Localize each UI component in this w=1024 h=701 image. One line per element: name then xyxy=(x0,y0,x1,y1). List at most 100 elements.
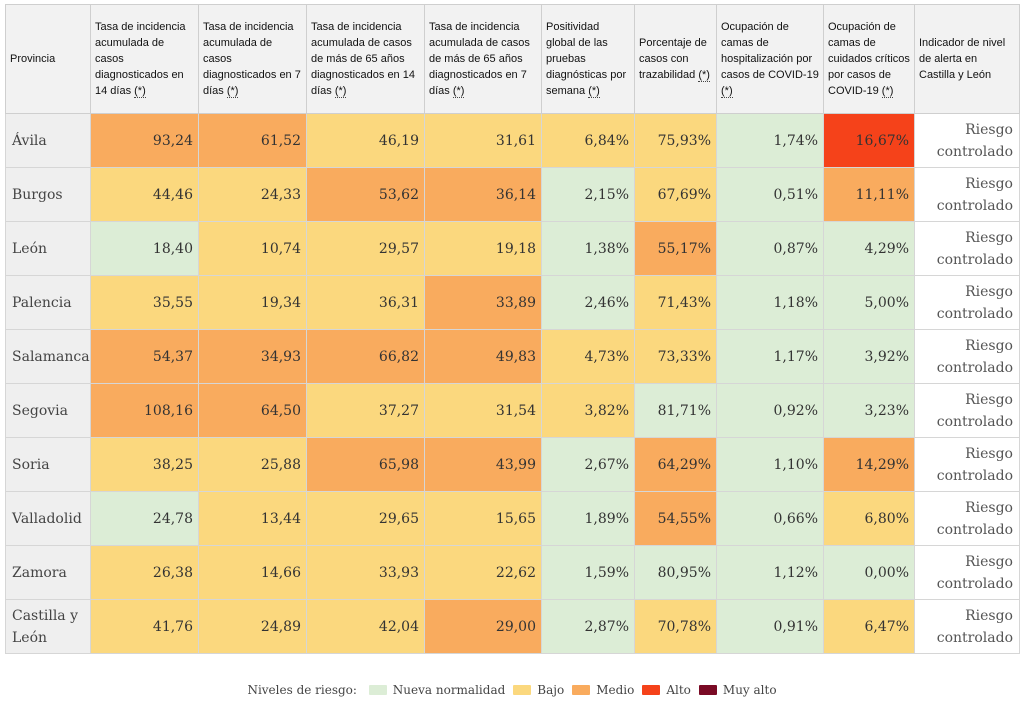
indicator-value-cell: 4,73% xyxy=(541,329,635,384)
column-header-label: Positividad global de las pruebas diagnó… xyxy=(546,21,627,97)
indicator-value-cell: 53,62 xyxy=(306,167,425,222)
table-row: Palencia 35,55 19,34 36,31 33,89 2,46% 71,43% 1… xyxy=(5,275,1020,330)
province-name-cell: Zamora xyxy=(5,545,91,600)
indicator-value-cell: 65,98 xyxy=(306,437,425,492)
column-header: Porcentaje de casos con trazabilidad (*) xyxy=(634,4,717,114)
indicator-value-cell: 3,82% xyxy=(541,383,635,438)
alert-level-cell: Riesgo controlado xyxy=(914,383,1020,438)
indicator-value-cell: 1,59% xyxy=(541,545,635,600)
footnote-reference-link[interactable]: (*) xyxy=(226,85,239,98)
indicator-value-cell: 37,27 xyxy=(306,383,425,438)
indicator-value-cell: 38,25 xyxy=(90,437,199,492)
footnote-reference-link[interactable]: (*) xyxy=(698,69,710,82)
alert-level-cell: Riesgo controlado xyxy=(914,113,1020,168)
legend-label: Alto xyxy=(666,683,691,697)
alert-level-cell: Riesgo controlado xyxy=(914,275,1020,330)
alert-level-cell: Riesgo controlado xyxy=(914,599,1020,654)
indicator-value-cell: 18,40 xyxy=(90,221,199,276)
legend-swatch xyxy=(572,685,591,695)
indicator-value-cell: 0,87% xyxy=(716,221,824,276)
indicator-value-cell: 6,84% xyxy=(541,113,635,168)
indicator-value-cell: 2,46% xyxy=(541,275,635,330)
legend-swatch xyxy=(513,685,532,695)
table-row: Valladolid 24,78 13,44 29,65 15,65 1,89% 54,55… xyxy=(5,491,1020,546)
indicator-value-cell: 11,11% xyxy=(823,167,915,222)
indicator-value-cell: 2,67% xyxy=(541,437,635,492)
table-row: Zamora 26,38 14,66 33,93 22,62 1,59% 80,95% 1,1… xyxy=(5,545,1020,600)
province-name-cell: Segovia xyxy=(5,383,91,438)
legend-item-bajo: Bajo xyxy=(513,683,564,697)
footnote-reference-link[interactable]: (*) xyxy=(721,85,733,98)
legend-title: Niveles de riesgo: xyxy=(247,683,357,697)
legend-swatch xyxy=(698,685,717,695)
footnote-reference-link[interactable]: (*) xyxy=(588,85,600,98)
indicator-value-cell: 26,38 xyxy=(90,545,199,600)
indicator-value-cell: 10,74 xyxy=(198,221,307,276)
indicator-value-cell: 3,23% xyxy=(823,383,915,438)
risk-legend: Niveles de riesgo: Nueva normalidad Bajo M… xyxy=(0,683,1024,697)
indicator-value-cell: 33,93 xyxy=(306,545,425,600)
indicator-value-cell: 0,92% xyxy=(716,383,824,438)
indicator-value-cell: 71,43% xyxy=(634,275,717,330)
indicator-value-cell: 81,71% xyxy=(634,383,717,438)
indicator-value-cell: 66,82 xyxy=(306,329,425,384)
column-header-label: Tasa de incidencia acumulada de casos de… xyxy=(429,21,530,97)
table-row: Castilla y León 41,76 24,89 42,04 29,00 2,87%… xyxy=(5,599,1020,654)
column-header: Tasa de incidencia acumulada de casos di… xyxy=(198,4,307,114)
legend-item-medio: Medio xyxy=(572,683,634,697)
table-row: Segovia 108,16 64,50 37,27 31,54 3,82% 81,71% 0… xyxy=(5,383,1020,438)
column-header-label: Ocupación de camas de cuidados críticos … xyxy=(828,21,910,97)
legend-swatch xyxy=(642,685,661,695)
column-header-label: Porcentaje de casos con trazabilidad xyxy=(639,37,707,81)
indicator-value-cell: 6,47% xyxy=(823,599,915,654)
indicator-value-cell: 16,67% xyxy=(823,113,915,168)
indicator-value-cell: 0,00% xyxy=(823,545,915,600)
indicator-value-cell: 42,04 xyxy=(306,599,425,654)
indicator-value-cell: 19,18 xyxy=(424,221,542,276)
footnote-reference-link[interactable]: (*) xyxy=(881,85,894,98)
column-header: Ocupación de camas de cuidados críticos … xyxy=(823,4,915,114)
indicator-value-cell: 2,87% xyxy=(541,599,635,654)
indicator-value-cell: 93,24 xyxy=(90,113,199,168)
province-name-cell: Castilla y León xyxy=(5,599,91,654)
alert-level-cell: Riesgo controlado xyxy=(914,329,1020,384)
legend-swatch xyxy=(368,685,387,695)
indicator-value-cell: 61,52 xyxy=(198,113,307,168)
indicator-value-cell: 49,83 xyxy=(424,329,542,384)
indicator-value-cell: 24,78 xyxy=(90,491,199,546)
indicator-value-cell: 31,54 xyxy=(424,383,542,438)
indicator-value-cell: 6,80% xyxy=(823,491,915,546)
table-row: Soria 38,25 25,88 65,98 43,99 2,67% 64,29% 1,10… xyxy=(5,437,1020,492)
indicator-value-cell: 64,29% xyxy=(634,437,717,492)
footnote-reference-link[interactable]: (*) xyxy=(334,85,347,98)
indicator-value-cell: 31,61 xyxy=(424,113,542,168)
indicator-value-cell: 54,55% xyxy=(634,491,717,546)
indicator-value-cell: 15,65 xyxy=(424,491,542,546)
footnote-reference-link[interactable]: (*) xyxy=(452,85,465,98)
table-row: Burgos 44,46 24,33 53,62 36,14 2,15% 67,69% 0,5… xyxy=(5,167,1020,222)
legend-label: Muy alto xyxy=(722,683,777,697)
indicator-value-cell: 29,65 xyxy=(306,491,425,546)
indicators-table: Provincia Tasa de incidencia acumulada de… xyxy=(5,4,1020,654)
indicator-value-cell: 19,34 xyxy=(198,275,307,330)
legend-item-normal: Nueva normalidad xyxy=(368,683,505,697)
table-row: León 18,40 10,74 29,57 19,18 1,38% 55,17% 0,87%… xyxy=(5,221,1020,276)
indicator-value-cell: 64,50 xyxy=(198,383,307,438)
province-name-cell: Soria xyxy=(5,437,91,492)
table-row: Ávila 93,24 61,52 46,19 31,61 6,84% 75,93% 1,74… xyxy=(5,113,1020,168)
indicator-value-cell: 0,66% xyxy=(716,491,824,546)
footnote-reference-link[interactable]: (*) xyxy=(134,85,146,98)
indicator-value-cell: 13,44 xyxy=(198,491,307,546)
column-header-label: Provincia xyxy=(10,53,56,65)
indicator-value-cell: 29,00 xyxy=(424,599,542,654)
indicator-value-cell: 41,76 xyxy=(90,599,199,654)
indicator-value-cell: 3,92% xyxy=(823,329,915,384)
legend-item-alto: Alto xyxy=(642,683,691,697)
alert-level-cell: Riesgo controlado xyxy=(914,167,1020,222)
table-body: Ávila 93,24 61,52 46,19 31,61 6,84% 75,93% 1,74… xyxy=(5,113,1020,654)
table-row: Salamanca 54,37 34,93 66,82 49,83 4,73% 73,33%… xyxy=(5,329,1020,384)
indicator-value-cell: 5,00% xyxy=(823,275,915,330)
indicator-value-cell: 4,29% xyxy=(823,221,915,276)
indicator-value-cell: 1,12% xyxy=(716,545,824,600)
indicator-value-cell: 46,19 xyxy=(306,113,425,168)
